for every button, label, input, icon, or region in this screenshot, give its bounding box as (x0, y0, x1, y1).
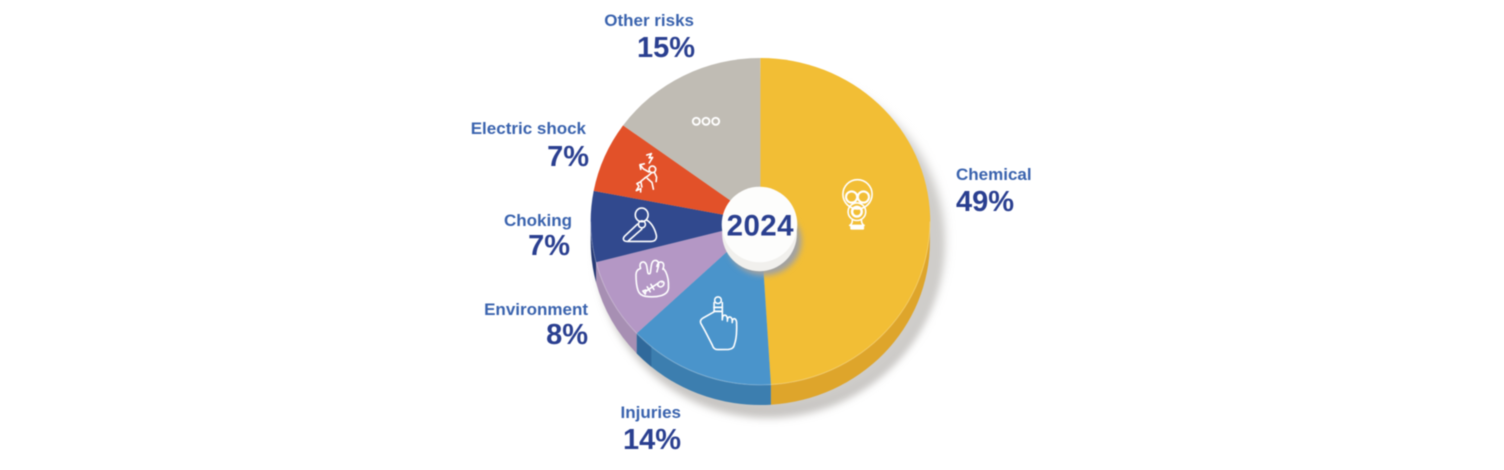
svg-text:2024: 2024 (727, 210, 794, 243)
